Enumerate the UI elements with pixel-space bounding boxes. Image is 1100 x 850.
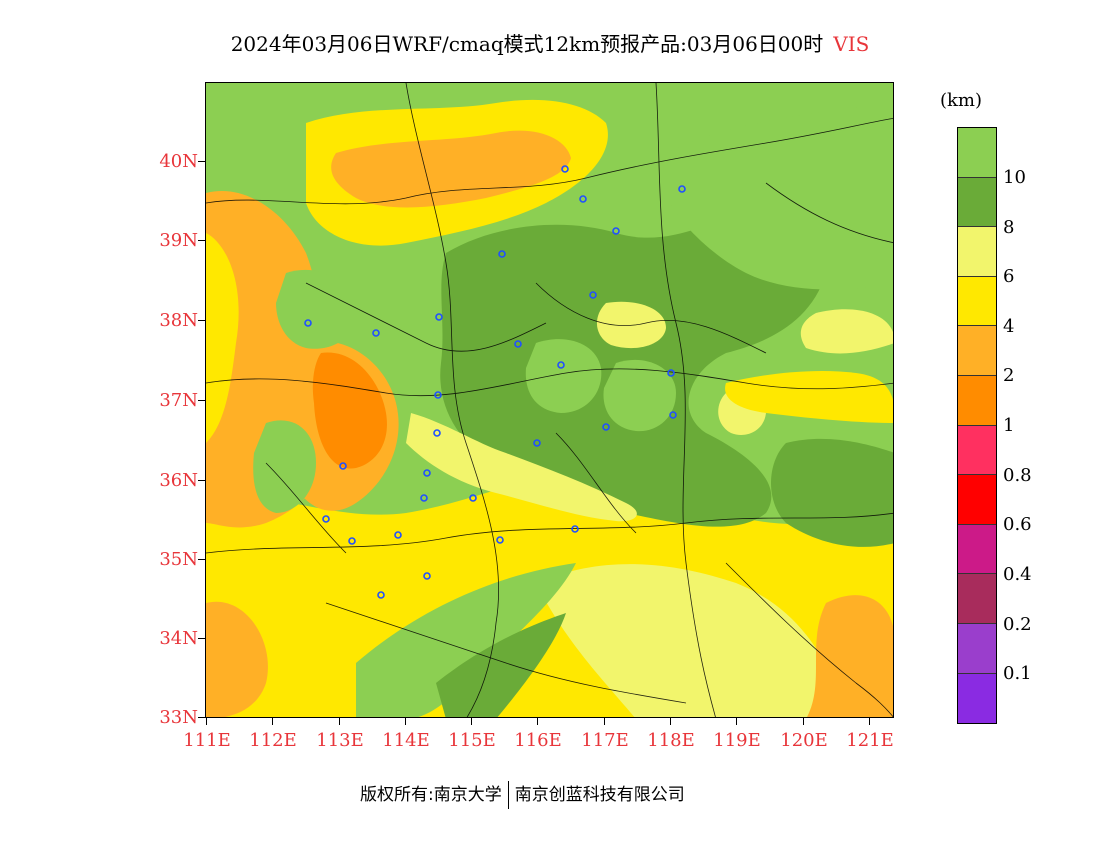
legend-swatch <box>958 177 996 228</box>
chart-title: 2024年03月06日WRF/cmaq模式12km预报产品:03月06日00时 V… <box>0 28 1100 57</box>
legend-label: 0.2 <box>1003 614 1032 635</box>
lon-label-116e: 116E <box>514 730 562 751</box>
copyright-footer: 版权所有:南京大学 南京创蓝科技有限公司 <box>360 780 685 809</box>
lon-label-112e: 112E <box>249 730 297 751</box>
lon-tick <box>405 718 406 725</box>
legend-swatch <box>958 128 996 178</box>
legend-label: 6 <box>1003 266 1015 287</box>
legend-swatch <box>958 574 996 624</box>
copyright-right: 南京创蓝科技有限公司 <box>514 785 685 805</box>
lat-tick <box>198 559 205 560</box>
lon-tick <box>803 718 804 725</box>
title-variable: VIS <box>833 32 870 56</box>
legend-label: 1 <box>1003 415 1015 436</box>
lon-tick <box>604 718 605 725</box>
lat-tick <box>198 161 205 162</box>
lon-tick <box>471 718 472 725</box>
color-legend <box>957 127 997 725</box>
legend-swatch <box>958 673 996 724</box>
lat-label-36n: 36N <box>159 470 198 491</box>
legend-label: 0.1 <box>1003 663 1032 684</box>
legend-swatch <box>958 276 996 327</box>
legend-label: 0.8 <box>1003 465 1032 486</box>
legend-swatch <box>958 623 996 674</box>
lat-tick <box>198 717 205 718</box>
legend-label: 0.4 <box>1003 564 1032 585</box>
title-main: 2024年03月06日WRF/cmaq模式12km预报产品:03月06日00时 <box>230 32 824 56</box>
legend-swatch <box>958 524 996 575</box>
lat-tick <box>198 638 205 639</box>
legend-swatch <box>958 425 996 476</box>
lat-label-35n: 35N <box>159 549 198 570</box>
lon-label-117e: 117E <box>581 730 629 751</box>
copyright-divider <box>507 781 509 809</box>
lat-label-40n: 40N <box>159 151 198 172</box>
legend-swatch <box>958 475 996 525</box>
lon-label-115e: 115E <box>448 730 496 751</box>
lon-tick <box>537 718 538 725</box>
legend-label: 2 <box>1003 365 1015 386</box>
lat-tick <box>198 400 205 401</box>
lon-label-119e: 119E <box>713 730 761 751</box>
lon-label-118e: 118E <box>647 730 695 751</box>
legend-swatch <box>958 326 996 376</box>
lat-tick <box>198 320 205 321</box>
lat-tick <box>198 240 205 241</box>
lon-tick <box>736 718 737 725</box>
lon-label-120e: 120E <box>780 730 828 751</box>
lon-label-121e: 121E <box>846 730 894 751</box>
lon-label-113e: 113E <box>316 730 364 751</box>
lon-tick <box>339 718 340 725</box>
lon-tick <box>869 718 870 725</box>
lat-label-34n: 34N <box>159 628 198 649</box>
copyright-left: 版权所有:南京大学 <box>360 785 502 805</box>
lat-label-39n: 39N <box>159 230 198 251</box>
lat-label-38n: 38N <box>159 310 198 331</box>
lon-tick <box>206 718 207 725</box>
visibility-field <box>206 83 893 717</box>
legend-swatch <box>958 227 996 277</box>
lat-label-37n: 37N <box>159 390 198 411</box>
legend-label: 0.6 <box>1003 514 1032 535</box>
forecast-map[interactable] <box>205 82 894 718</box>
lon-label-114e: 114E <box>382 730 430 751</box>
lon-label-111e: 111E <box>183 730 231 751</box>
legend-label: 8 <box>1003 217 1015 238</box>
legend-unit: (km) <box>940 90 983 111</box>
legend-swatch <box>958 375 996 426</box>
legend-label: 4 <box>1003 316 1015 337</box>
lat-label-33n: 33N <box>159 707 198 728</box>
lon-tick <box>670 718 671 725</box>
legend-label: 10 <box>1003 167 1026 188</box>
lat-tick <box>198 480 205 481</box>
lon-tick <box>272 718 273 725</box>
